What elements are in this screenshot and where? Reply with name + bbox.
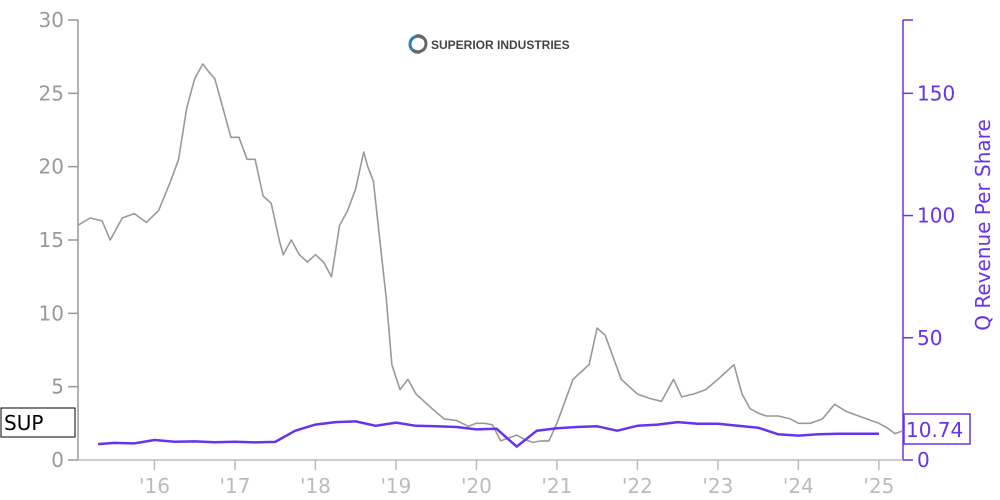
x-tick-label: '24 <box>783 474 814 498</box>
logo-text: SUPERIOR INDUSTRIES <box>431 38 570 52</box>
last-value-tag: 10.74 <box>903 413 971 445</box>
company-logo: SUPERIOR INDUSTRIES <box>408 34 570 54</box>
y-left-tick-label: 30 <box>39 8 64 32</box>
axes-layer: 0 5 10 15 20 25 30 0 50 100 150 '16 '17 '18 '19 '20 '21 '… <box>39 8 956 498</box>
ticker-tag: SUP <box>0 407 76 438</box>
price-series-line <box>77 63 904 444</box>
y-left-tick-label: 25 <box>39 81 64 105</box>
x-tick-label: '17 <box>219 474 250 498</box>
x-tick-label: '21 <box>541 474 572 498</box>
y-right-tick-label: 0 <box>917 448 930 472</box>
y-left-tick-label: 15 <box>39 228 64 252</box>
y-left-tick-label: 5 <box>51 375 64 399</box>
ticker-label: SUP <box>4 411 43 435</box>
y-right-tick-label: 100 <box>917 204 955 228</box>
x-tick-label: '20 <box>461 474 492 498</box>
y-right-tick-label: 50 <box>917 326 942 350</box>
x-tick-label: '23 <box>702 474 733 498</box>
logo-swoosh-icon <box>408 34 428 54</box>
x-tick-label: '25 <box>863 474 894 498</box>
x-tick-label: '18 <box>300 474 331 498</box>
y-left-tick-label: 0 <box>51 448 64 472</box>
y-axis-right-label: Q Revenue Per Share <box>971 119 995 331</box>
y-right-tick-label: 150 <box>917 81 955 105</box>
last-value-label: 10.74 <box>906 418 963 442</box>
y-left-tick-label: 20 <box>39 155 64 179</box>
revenue-series-line <box>98 420 879 448</box>
x-tick-label: '22 <box>622 474 653 498</box>
y-left-tick-label: 10 <box>39 301 64 325</box>
x-tick-label: '16 <box>139 474 170 498</box>
series-layer <box>77 63 904 448</box>
x-tick-label: '19 <box>380 474 411 498</box>
